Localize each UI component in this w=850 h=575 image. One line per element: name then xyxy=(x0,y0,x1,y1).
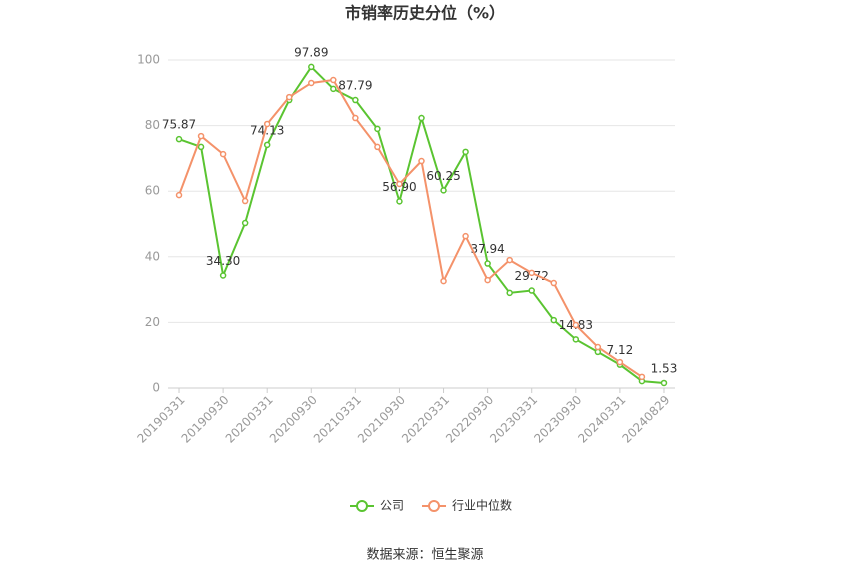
data-point xyxy=(396,180,403,188)
data-point xyxy=(528,287,535,294)
legend-marker xyxy=(428,500,441,512)
data-point xyxy=(197,143,205,151)
y-tick-label: 40 xyxy=(145,249,160,263)
data-point xyxy=(241,197,249,205)
data-point xyxy=(285,93,293,101)
data-label: 1.53 xyxy=(651,361,678,375)
legend-marker xyxy=(356,500,368,512)
data-point xyxy=(308,79,315,87)
data-point xyxy=(440,277,447,285)
data-point xyxy=(506,256,513,264)
y-tick-label: 0 xyxy=(152,381,160,395)
data-point xyxy=(418,114,425,122)
data-label: 74.13 xyxy=(250,123,284,137)
data-point xyxy=(175,135,183,143)
data-point xyxy=(484,276,491,284)
data-point xyxy=(594,343,602,351)
data-label: 7.12 xyxy=(607,343,634,357)
data-point xyxy=(418,157,425,165)
data-point xyxy=(528,269,535,277)
data-point xyxy=(219,272,227,279)
y-tick-label: 100 xyxy=(137,53,160,67)
y-tick-label: 80 xyxy=(145,118,160,132)
data-point xyxy=(506,289,513,297)
chart-title: 市销率历史分位（%） xyxy=(345,4,505,23)
legend-label: 行业中位数 xyxy=(452,498,512,513)
data-point xyxy=(197,132,205,140)
y-tick-label: 20 xyxy=(145,315,160,329)
data-point xyxy=(440,187,447,194)
data-label: 37.94 xyxy=(470,242,504,256)
data-point xyxy=(550,279,558,287)
data-point xyxy=(241,219,249,227)
data-point xyxy=(263,120,271,128)
data-label: 75.87 xyxy=(162,118,196,132)
data-point xyxy=(374,143,381,151)
data-point xyxy=(330,76,337,84)
data-point xyxy=(660,379,668,387)
data-point xyxy=(175,191,183,199)
data-point xyxy=(616,358,624,366)
data-point xyxy=(374,125,381,133)
data-point xyxy=(352,114,359,122)
data-point xyxy=(396,198,403,205)
x-tick-label: 20240829 xyxy=(619,393,672,446)
y-tick-label: 60 xyxy=(145,184,160,198)
data-point xyxy=(572,336,580,343)
data-label: 87.79 xyxy=(338,79,372,93)
data-point xyxy=(550,316,558,324)
series-line xyxy=(178,78,643,378)
data-point xyxy=(484,260,491,267)
series-line xyxy=(178,65,665,384)
data-point xyxy=(572,321,580,329)
data-point xyxy=(352,96,359,104)
legend-label: 公司 xyxy=(380,499,404,513)
data-point xyxy=(219,150,227,158)
source-note: 数据来源：恒生聚源 xyxy=(366,548,483,563)
data-label: 60.25 xyxy=(426,169,460,183)
data-point xyxy=(263,141,271,149)
data-point xyxy=(308,63,315,71)
data-label: 34.30 xyxy=(206,254,240,268)
data-point xyxy=(462,148,469,156)
data-point xyxy=(638,373,646,381)
data-point xyxy=(462,232,469,240)
data-point xyxy=(330,85,337,93)
data-label: 97.89 xyxy=(294,45,328,59)
